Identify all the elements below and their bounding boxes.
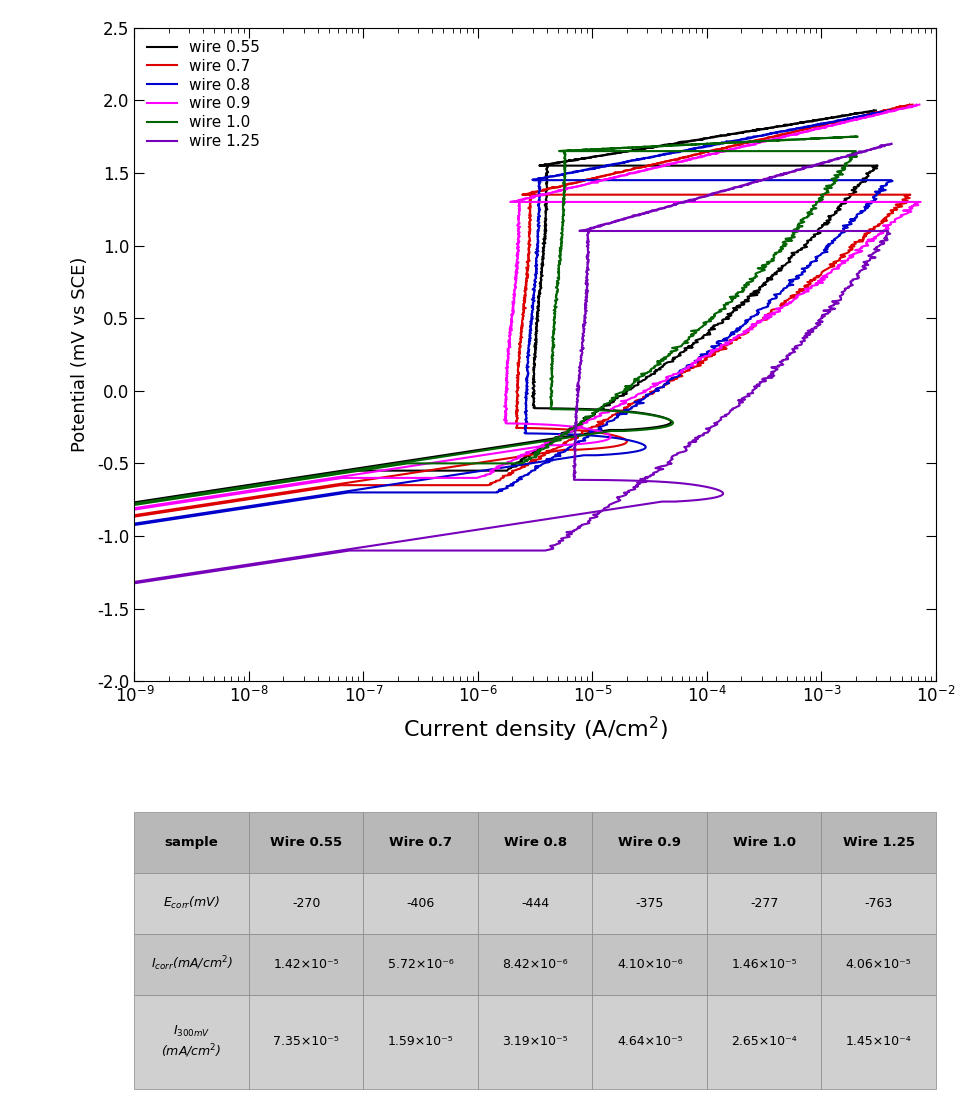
wire 0.55: [14, 540, 26, 553]
wire 0.8: [270, 495, 281, 509]
Line: wire 1.25: wire 1.25: [20, 144, 891, 616]
wire 0.9: [510, 444, 521, 457]
Line: wire 0.55: wire 0.55: [20, 111, 876, 546]
wire 1.0: [403, 456, 415, 469]
wire 0.7: [617, 438, 629, 451]
wire 0.7: [14, 559, 26, 572]
wire 0.55: [395, 456, 406, 469]
wire 0.7: [512, 387, 523, 400]
wire 1.25: [885, 137, 897, 150]
wire 0.7: [609, 167, 620, 180]
Y-axis label: Potential (mV vs SCE): Potential (mV vs SCE): [71, 257, 89, 452]
wire 1.25: [624, 500, 636, 513]
wire 0.7: [351, 474, 363, 488]
wire 0.9: [14, 551, 26, 564]
wire 0.9: [501, 385, 513, 398]
wire 1.0: [14, 536, 26, 550]
wire 0.9: [340, 469, 351, 482]
wire 0.55: [298, 470, 309, 483]
wire 1.0: [573, 429, 585, 442]
wire 0.7: [254, 489, 266, 502]
wire 0.7: [526, 448, 538, 461]
wire 0.8: [367, 481, 378, 494]
wire 1.25: [714, 490, 726, 503]
wire 1.0: [850, 129, 861, 143]
wire 0.7: [903, 98, 915, 112]
Legend: wire 0.55, wire 0.7, wire 0.8, wire 0.9, wire 1.0, wire 1.25: wire 0.55, wire 0.7, wire 0.8, wire 0.9,…: [142, 35, 265, 154]
wire 1.25: [646, 204, 658, 217]
wire 0.55: [612, 146, 624, 159]
wire 1.0: [664, 419, 676, 432]
wire 0.8: [611, 157, 622, 170]
Line: wire 0.8: wire 0.8: [20, 111, 890, 572]
wire 1.0: [546, 365, 558, 378]
X-axis label: Current density (A/cm$^2$): Current density (A/cm$^2$): [403, 714, 667, 743]
Line: wire 0.9: wire 0.9: [20, 105, 917, 557]
wire 1.25: [14, 609, 26, 623]
wire 1.25: [569, 437, 581, 450]
wire 1.25: [450, 526, 462, 540]
wire 0.9: [246, 483, 257, 497]
Line: wire 1.0: wire 1.0: [20, 136, 857, 543]
wire 1.0: [309, 469, 321, 482]
wire 0.8: [636, 444, 648, 457]
wire 0.55: [870, 104, 881, 117]
wire 1.0: [624, 142, 636, 155]
Line: wire 0.7: wire 0.7: [20, 105, 909, 565]
wire 0.55: [528, 366, 540, 379]
wire 0.9: [911, 98, 923, 112]
wire 0.8: [544, 453, 556, 467]
wire 1.25: [355, 541, 367, 554]
wire 0.8: [14, 565, 26, 578]
wire 0.55: [571, 428, 583, 441]
wire 0.9: [601, 434, 612, 447]
wire 0.8: [520, 390, 532, 404]
wire 0.55: [662, 418, 674, 431]
wire 0.9: [604, 173, 615, 186]
wire 0.8: [884, 104, 896, 117]
